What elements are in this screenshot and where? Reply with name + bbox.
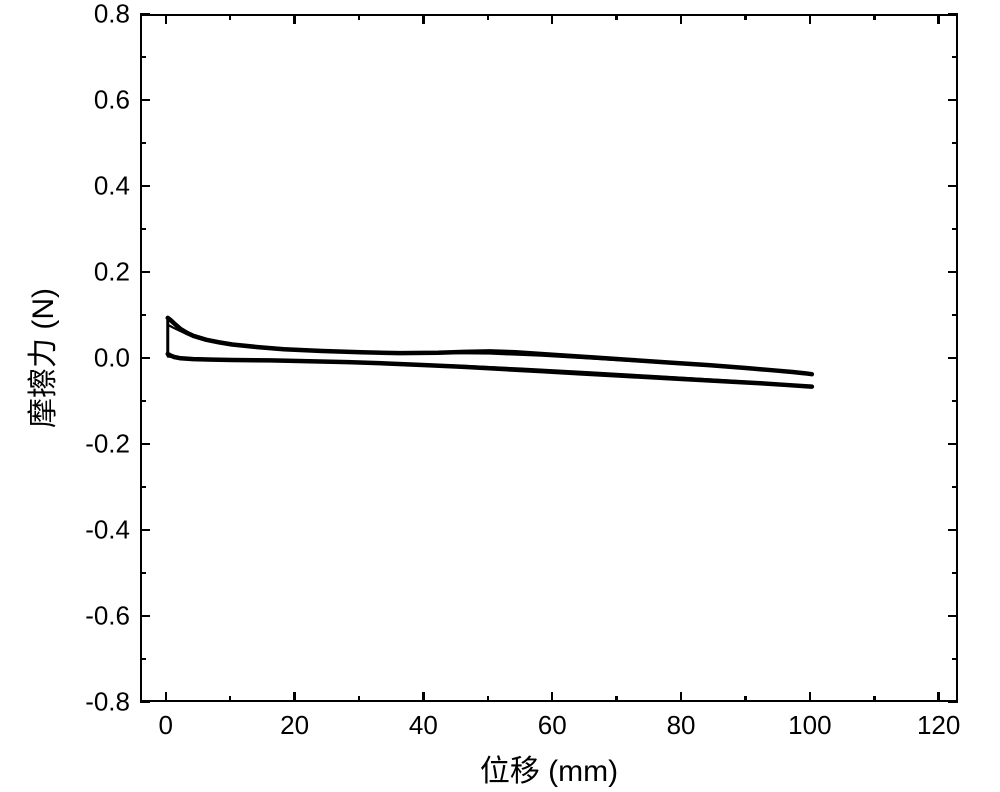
data-traces (142, 16, 960, 704)
y-tick-label: 0.4 (80, 171, 130, 202)
friction-displacement-chart: 0 20 40 60 80 100 120 -0.8 -0.6 -0.4 -0.2 0.0 0.2 0.4… (0, 0, 1000, 792)
y-tick-major-right (948, 701, 958, 704)
y-tick-minor-right (952, 486, 958, 489)
y-tick-minor-right (952, 56, 958, 59)
x-tick-major-top (809, 14, 812, 24)
y-tick-minor (140, 228, 146, 231)
x-tick-label: 20 (280, 710, 309, 741)
y-tick-minor (140, 314, 146, 317)
y-tick-major-right (948, 443, 958, 446)
y-tick-label: 0.8 (80, 0, 130, 30)
x-tick-minor (358, 696, 361, 702)
x-tick-minor-top (744, 14, 747, 20)
y-tick-major (140, 99, 150, 102)
plot-area (140, 14, 958, 702)
x-tick-minor-top (615, 14, 618, 20)
y-tick-major (140, 271, 150, 274)
y-tick-major-right (948, 99, 958, 102)
x-tick-major-top (680, 14, 683, 24)
x-tick-major (165, 692, 168, 702)
y-tick-minor (140, 56, 146, 59)
x-tick-major-top (165, 14, 168, 24)
y-tick-label: 0.6 (80, 85, 130, 116)
y-tick-minor-right (952, 314, 958, 317)
y-tick-major-right (948, 529, 958, 532)
x-tick-major (680, 692, 683, 702)
x-tick-label: 60 (538, 710, 567, 741)
y-tick-minor-right (952, 400, 958, 403)
y-tick-minor (140, 400, 146, 403)
x-tick-major-top (937, 14, 940, 24)
x-tick-minor (615, 696, 618, 702)
y-tick-major (140, 701, 150, 704)
y-tick-major (140, 615, 150, 618)
y-tick-minor-right (952, 572, 958, 575)
trace-lower-trace (168, 354, 812, 387)
y-tick-major (140, 185, 150, 188)
x-tick-major (293, 692, 296, 702)
y-tick-major-right (948, 13, 958, 16)
y-axis-label: 摩擦力 (N) (18, 288, 62, 428)
y-tick-minor (140, 658, 146, 661)
y-tick-minor (140, 486, 146, 489)
y-tick-minor-right (952, 142, 958, 145)
y-tick-label: -0.2 (80, 429, 130, 460)
x-tick-label: 80 (667, 710, 696, 741)
y-tick-label: -0.8 (80, 687, 130, 718)
y-tick-major-right (948, 615, 958, 618)
x-tick-major-top (293, 14, 296, 24)
x-tick-major (551, 692, 554, 702)
x-tick-label: 120 (917, 710, 960, 741)
y-tick-major (140, 529, 150, 532)
x-tick-minor-top (487, 14, 490, 20)
x-tick-minor (229, 696, 232, 702)
x-tick-minor-top (229, 14, 232, 20)
y-tick-label: 0.0 (80, 343, 130, 374)
x-tick-major (809, 692, 812, 702)
x-tick-label: 40 (409, 710, 438, 741)
x-tick-major (937, 692, 940, 702)
y-tick-label: 0.2 (80, 257, 130, 288)
x-tick-minor (744, 696, 747, 702)
y-tick-major-right (948, 271, 958, 274)
y-tick-major (140, 13, 150, 16)
x-tick-minor (487, 696, 490, 702)
x-axis-label: 位移 (mm) (480, 746, 618, 790)
x-tick-minor (873, 696, 876, 702)
y-tick-major (140, 357, 150, 360)
x-tick-major (422, 692, 425, 702)
y-tick-label: -0.6 (80, 601, 130, 632)
x-tick-minor-top (358, 14, 361, 20)
x-tick-major-top (422, 14, 425, 24)
y-tick-major (140, 443, 150, 446)
y-tick-major-right (948, 357, 958, 360)
y-tick-label: -0.4 (80, 515, 130, 546)
x-tick-label: 100 (788, 710, 831, 741)
y-tick-minor (140, 572, 146, 575)
x-tick-major-top (551, 14, 554, 24)
x-tick-minor-top (873, 14, 876, 20)
y-tick-minor-right (952, 228, 958, 231)
y-tick-minor (140, 142, 146, 145)
y-tick-minor-right (952, 658, 958, 661)
y-tick-major-right (948, 185, 958, 188)
x-tick-label: 0 (159, 710, 173, 741)
